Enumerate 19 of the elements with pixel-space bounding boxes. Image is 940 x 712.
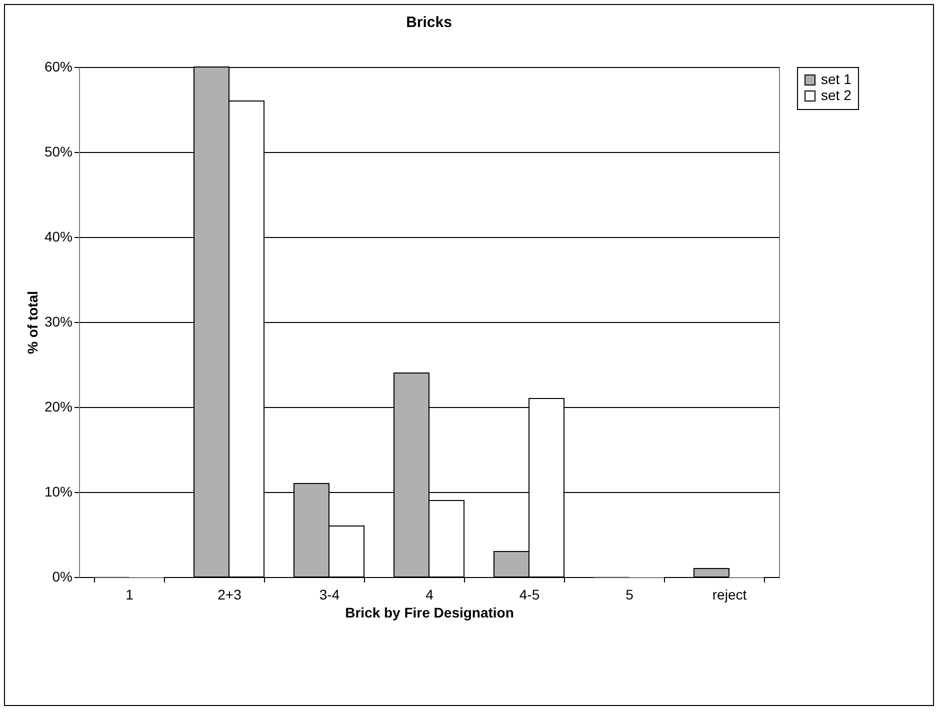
x-tick-label: 2+3 [218,586,242,602]
legend-label: set 2 [821,87,852,103]
y-tick-label: 20% [44,398,72,414]
x-tick-label: 3-4 [319,586,340,602]
y-tick-label: 50% [44,144,72,160]
y-tick-label: 0% [52,568,72,584]
y-tick-label: 40% [44,228,72,244]
chart-title: Bricks [406,14,452,31]
legend-label: set 1 [821,71,852,87]
y-tick-label: 10% [44,484,72,500]
x-tick-label: reject [712,586,747,602]
y-tick-label: 30% [44,314,72,330]
x-tick-label: 5 [626,586,634,602]
y-axis-title: % of total [24,291,40,354]
x-tick-label: 1 [126,586,134,602]
x-tick-label: 4-5 [519,586,540,602]
y-tick-label: 60% [44,58,72,74]
x-axis-title: Brick by Fire Designation [345,604,514,620]
x-tick-label: 4 [426,586,434,602]
